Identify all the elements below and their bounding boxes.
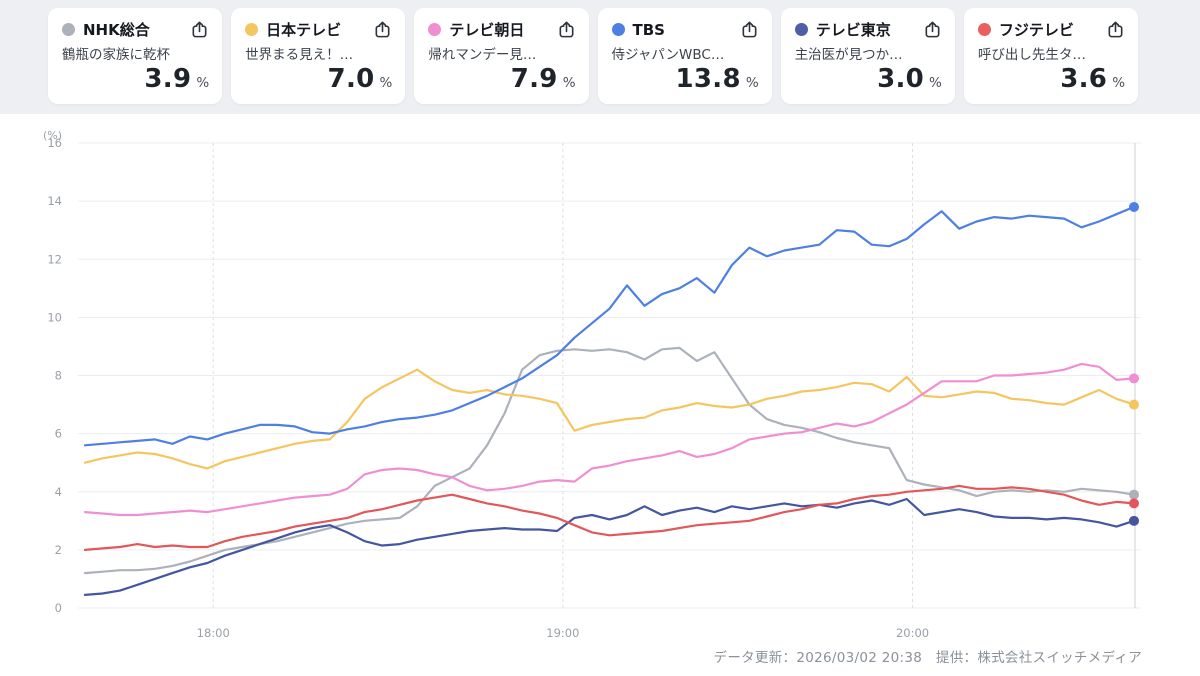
rating-value: 13.8	[675, 64, 741, 94]
y-tick-label: 14	[47, 194, 62, 208]
channel-name: テレビ東京	[815, 21, 891, 39]
share-button[interactable]	[373, 20, 392, 39]
share-button[interactable]	[557, 20, 576, 39]
series-line-テレビ東京	[83, 497, 1136, 596]
series-color-dot	[611, 23, 625, 36]
y-tick-label: 6	[55, 427, 62, 441]
legend-card-tv-asahi[interactable]: テレビ朝日 帰れマンデー見… 7.9%	[414, 8, 589, 104]
share-button[interactable]	[740, 20, 759, 39]
program-title: 主治医が見つか…	[794, 47, 903, 63]
series-line-フジテレビ	[83, 484, 1136, 551]
percent-sign: %	[562, 75, 576, 91]
legend-card-nhk[interactable]: NHK総合 鶴瓶の家族に乾杯 3.9%	[48, 8, 223, 104]
share-icon	[923, 20, 942, 39]
rating-value: 3.6	[1060, 64, 1108, 94]
series-end-dot-テレビ朝日	[1129, 373, 1139, 384]
legend-card-fuji-tv[interactable]: フジテレビ 呼び出し先生タ… 3.6%	[963, 8, 1139, 104]
x-tick-label: 19:00	[546, 626, 579, 640]
channel-name: テレビ朝日	[449, 21, 525, 39]
series-line-テレビ朝日	[83, 362, 1136, 517]
x-tick-label: 20:00	[896, 626, 929, 640]
series-end-dot-TBS	[1129, 201, 1139, 212]
y-tick-label: 16	[47, 136, 62, 150]
series-end-dot-フジテレビ	[1129, 498, 1139, 509]
series-end-dot-日本テレビ	[1129, 399, 1139, 410]
channel-legend: NHK総合 鶴瓶の家族に乾杯 3.9% 日本テレビ 世界まる見え！… 7.0% …	[48, 8, 1139, 104]
series-color-dot	[977, 23, 991, 36]
series-line-日本テレビ	[83, 368, 1136, 470]
program-title: 呼び出し先生タ…	[977, 47, 1086, 63]
legend-card-nippon-tv[interactable]: 日本テレビ 世界まる見え！… 7.0%	[231, 8, 406, 104]
legend-card-tbs[interactable]: TBS 侍ジャパンWBC… 13.8%	[597, 8, 772, 104]
share-icon	[190, 20, 209, 39]
y-tick-label: 10	[47, 310, 62, 324]
share-button[interactable]	[1106, 20, 1125, 39]
channel-name: TBS	[632, 20, 665, 39]
rating-value: 7.9	[510, 64, 558, 94]
series-color-dot	[62, 23, 75, 36]
percent-sign: %	[196, 75, 210, 91]
y-axis-unit-label: (%)	[43, 129, 62, 142]
share-icon	[557, 20, 576, 39]
series-line-TBS	[83, 205, 1136, 447]
share-icon	[373, 20, 392, 39]
y-tick-label: 4	[55, 485, 62, 499]
share-icon	[1106, 20, 1125, 39]
percent-sign: %	[1112, 75, 1126, 91]
rating-readout: 7.0%	[245, 64, 393, 94]
y-tick-label: 2	[55, 543, 62, 557]
share-icon	[740, 20, 759, 39]
series-color-dot	[428, 23, 442, 36]
program-title: 侍ジャパンWBC…	[611, 47, 725, 63]
rating-readout: 3.9%	[62, 64, 209, 94]
program-title: 世界まる見え！…	[245, 47, 354, 63]
y-tick-label: 0	[55, 601, 62, 615]
percent-sign: %	[929, 75, 942, 91]
share-button[interactable]	[923, 20, 942, 39]
rating-value: 3.0	[877, 64, 925, 94]
series-color-dot	[245, 23, 259, 36]
legend-card-tv-tokyo[interactable]: テレビ東京 主治医が見つか… 3.0%	[780, 8, 955, 104]
program-title: 鶴瓶の家族に乾杯	[62, 47, 170, 63]
percent-sign: %	[745, 75, 759, 91]
channel-name: 日本テレビ	[266, 21, 342, 39]
percent-sign: %	[379, 75, 393, 91]
channel-name: フジテレビ	[998, 21, 1074, 39]
share-button[interactable]	[190, 20, 209, 39]
rating-value: 3.9	[144, 64, 192, 94]
program-title: 帰れマンデー見…	[428, 47, 537, 63]
series-color-dot	[794, 23, 808, 36]
y-tick-label: 8	[55, 369, 62, 383]
series-end-dot-NHK総合	[1129, 489, 1139, 500]
y-tick-label: 12	[47, 252, 62, 266]
data-update-note: データ更新：2026/03/02 20:38 提供：株式会社スイッチメディア	[713, 650, 1142, 666]
rating-readout: 7.9%	[428, 64, 576, 94]
x-tick-label: 18:00	[197, 626, 230, 640]
ratings-line-chart: 0 2 4 6 8 10 12 14 16 (%) 18:00 19:00 20:00	[0, 114, 1200, 672]
rating-readout: 13.8%	[612, 64, 759, 94]
rating-readout: 3.0%	[795, 64, 942, 94]
series-end-dot-テレビ東京	[1129, 515, 1139, 526]
rating-readout: 3.6%	[978, 64, 1125, 94]
ratings-chart-svg: 0 2 4 6 8 10 12 14 16(%) 18:00 19:00 20:00	[43, 129, 1141, 640]
channel-name: NHK総合	[83, 21, 150, 39]
rating-value: 7.0	[327, 64, 375, 94]
